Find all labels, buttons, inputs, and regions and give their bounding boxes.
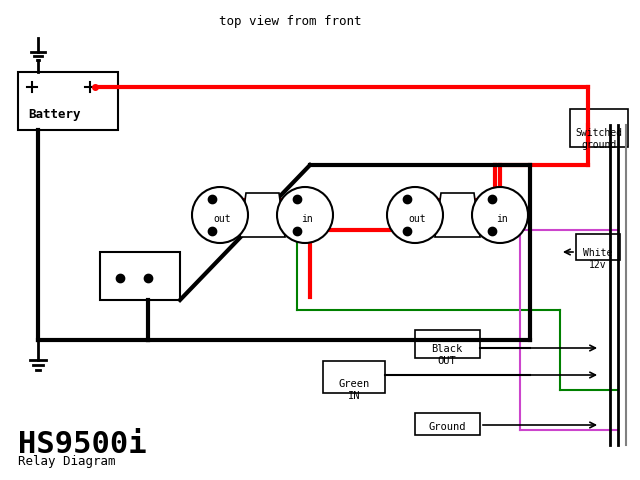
Bar xyxy=(576,234,620,260)
Bar xyxy=(415,413,480,435)
Bar xyxy=(415,330,480,358)
Text: out: out xyxy=(408,214,426,224)
Bar xyxy=(323,361,385,393)
Text: in: in xyxy=(496,214,508,224)
Text: White
12v: White 12v xyxy=(583,248,612,270)
Text: in: in xyxy=(301,214,313,224)
Text: Relay Diagram: Relay Diagram xyxy=(18,455,115,468)
Circle shape xyxy=(472,187,528,243)
Text: Green
IN: Green IN xyxy=(339,379,370,401)
Polygon shape xyxy=(240,193,285,237)
Bar xyxy=(18,72,118,130)
Text: Ground: Ground xyxy=(428,422,466,432)
Circle shape xyxy=(277,187,333,243)
Circle shape xyxy=(387,187,443,243)
Polygon shape xyxy=(435,193,480,237)
Bar xyxy=(100,252,180,300)
Text: Black
OUT: Black OUT xyxy=(431,344,463,366)
Text: HS9500i: HS9500i xyxy=(18,430,147,459)
Bar xyxy=(570,109,628,147)
Circle shape xyxy=(192,187,248,243)
Text: Switched
ground: Switched ground xyxy=(575,128,623,150)
Text: out: out xyxy=(213,214,231,224)
Text: top view from front: top view from front xyxy=(219,15,361,28)
Text: Battery: Battery xyxy=(28,108,81,121)
